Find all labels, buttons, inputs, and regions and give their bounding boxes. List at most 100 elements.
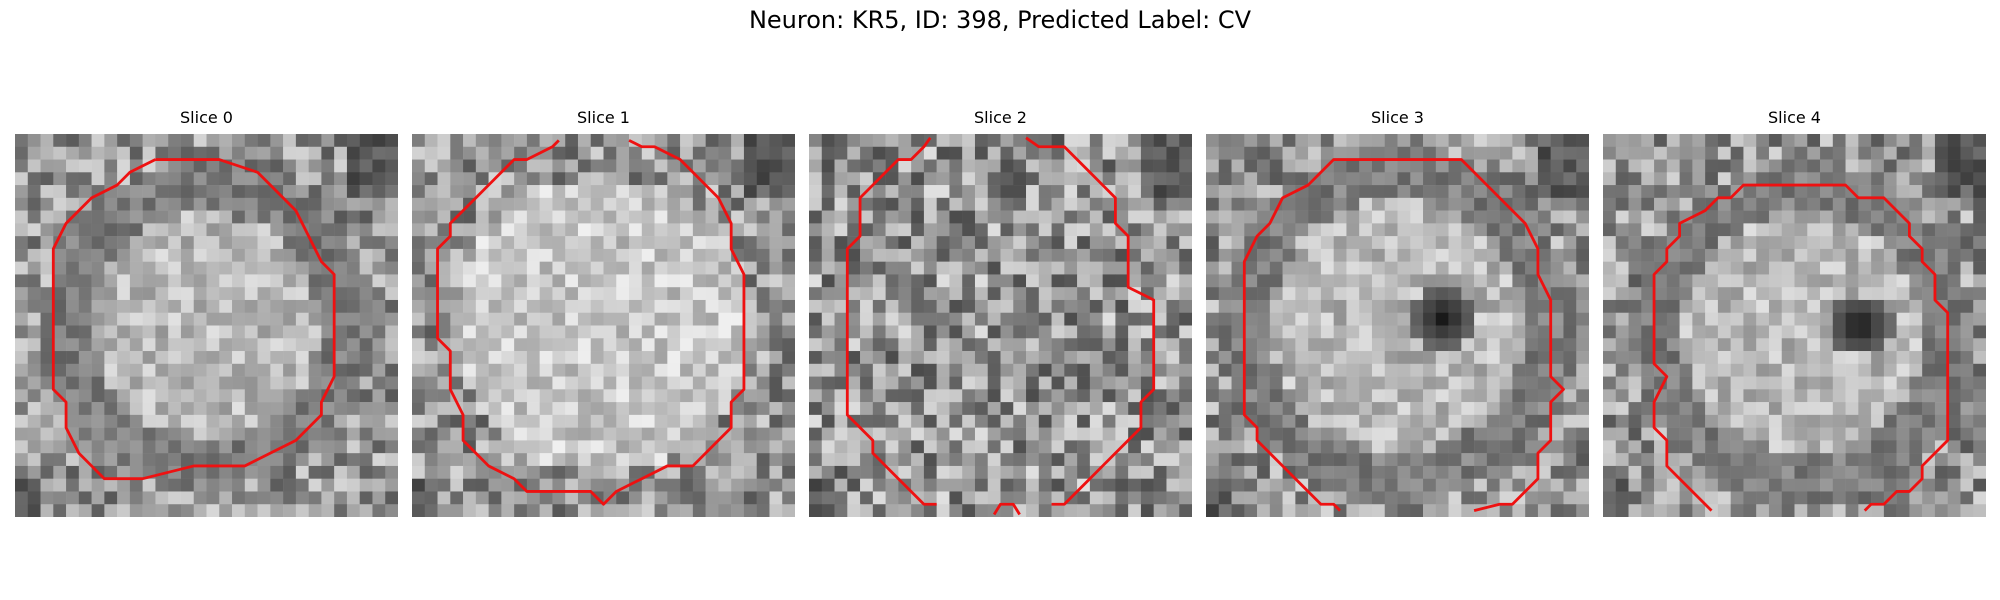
pixel — [1820, 134, 1834, 148]
pixel — [1858, 465, 1872, 479]
pixel — [295, 453, 309, 467]
pixel — [1934, 197, 1948, 211]
pixel — [860, 299, 874, 313]
pixel — [1883, 427, 1897, 441]
pixel — [1807, 491, 1821, 505]
pixel — [1128, 414, 1142, 428]
pixel — [1666, 223, 1680, 237]
pixel — [692, 351, 706, 365]
pixel — [885, 248, 899, 262]
pixel — [1820, 159, 1834, 173]
pixel — [565, 376, 579, 390]
pixel — [769, 248, 783, 262]
pixel — [321, 236, 335, 250]
pixel — [1615, 287, 1629, 301]
pixel — [1537, 210, 1551, 224]
pixel — [1960, 274, 1974, 288]
pixel — [1756, 402, 1770, 416]
pixel — [1499, 478, 1513, 492]
pixel — [1384, 363, 1398, 377]
pixel — [577, 363, 591, 377]
pixel — [1883, 325, 1897, 339]
pixel — [565, 325, 579, 339]
pixel — [475, 287, 489, 301]
pixel — [552, 197, 566, 211]
pixel — [27, 478, 41, 492]
pixel — [78, 299, 92, 313]
pixel — [168, 440, 182, 454]
pixel — [1320, 338, 1334, 352]
pixel — [1166, 172, 1180, 186]
pixel — [1269, 261, 1283, 275]
pixel — [1038, 159, 1052, 173]
pixel — [40, 338, 54, 352]
pixel — [718, 478, 732, 492]
pixel — [1641, 440, 1655, 454]
pixel — [1679, 312, 1693, 326]
pixel — [53, 402, 67, 416]
pixel — [1000, 338, 1014, 352]
pixel — [219, 248, 233, 262]
pixel — [142, 338, 156, 352]
pixel — [1768, 159, 1782, 173]
pixel — [193, 389, 207, 403]
pixel — [193, 312, 207, 326]
pixel — [949, 248, 963, 262]
pixel — [936, 504, 950, 517]
pixel — [1615, 478, 1629, 492]
pixel — [295, 185, 309, 199]
pixel — [718, 491, 732, 505]
pixel — [1038, 274, 1052, 288]
pixel — [501, 389, 515, 403]
pixel — [718, 197, 732, 211]
pixel — [91, 338, 105, 352]
pixel — [1845, 197, 1859, 211]
pixel — [1206, 197, 1220, 211]
pixel — [923, 210, 937, 224]
pixel — [53, 159, 67, 173]
pixel — [1474, 427, 1488, 441]
pixel — [463, 299, 477, 313]
pixel — [78, 414, 92, 428]
pixel — [1231, 274, 1245, 288]
pixel — [206, 478, 220, 492]
pixel — [1128, 453, 1142, 467]
pixel — [1615, 312, 1629, 326]
pixel — [1628, 478, 1642, 492]
pixel — [1781, 453, 1795, 467]
pixel — [1717, 248, 1731, 262]
pixel — [834, 134, 848, 148]
pixel — [1922, 210, 1936, 224]
pixel — [1730, 312, 1744, 326]
pixel — [15, 223, 29, 237]
pixel — [1525, 299, 1539, 313]
pixel — [1628, 172, 1642, 186]
pixel — [1153, 414, 1167, 428]
pixel — [1166, 312, 1180, 326]
pixel — [334, 185, 348, 199]
pixel — [270, 248, 284, 262]
pixel — [974, 389, 988, 403]
pixel — [155, 248, 169, 262]
pixel — [1909, 376, 1923, 390]
pixel — [1371, 287, 1385, 301]
pixel — [1973, 299, 1986, 313]
pixel — [769, 465, 783, 479]
pixel — [1871, 134, 1885, 148]
pixel — [424, 312, 438, 326]
pixel — [1628, 236, 1642, 250]
pixel — [1960, 146, 1974, 160]
pixel — [1692, 287, 1706, 301]
pixel — [308, 376, 322, 390]
pixel — [1781, 504, 1795, 517]
pixel — [898, 134, 912, 148]
pixel — [1333, 261, 1347, 275]
pixel — [654, 402, 668, 416]
pixel — [898, 159, 912, 173]
pixel — [834, 223, 848, 237]
pixel — [539, 159, 553, 173]
pixel — [129, 185, 143, 199]
pixel — [1102, 197, 1116, 211]
pixel — [1576, 223, 1589, 237]
pixel — [1333, 389, 1347, 403]
